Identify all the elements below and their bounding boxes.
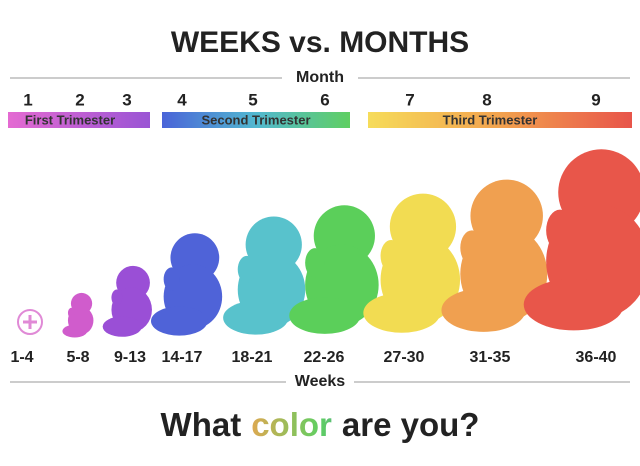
- fetus: [102, 265, 152, 337]
- trimester-bar: [162, 112, 350, 128]
- fetus: [523, 149, 640, 331]
- month: 8: [482, 90, 491, 109]
- week-range: 5-8: [66, 349, 89, 366]
- question-highlight: color: [251, 406, 332, 443]
- month: 1: [23, 90, 32, 109]
- week-range: 31-35: [470, 349, 511, 366]
- trimester-label: Third Trimester: [443, 112, 538, 127]
- month: 7: [405, 90, 414, 109]
- week-range: 14-17: [162, 349, 203, 366]
- month: 5: [248, 90, 257, 109]
- week-range: 27-30: [384, 349, 425, 366]
- trimester-label: First Trimester: [25, 112, 115, 127]
- week-range: 18-21: [232, 349, 273, 366]
- question: What color are you?: [161, 406, 480, 443]
- month: 9: [591, 90, 600, 109]
- question-text: What: [161, 406, 242, 443]
- week-range: 36-40: [576, 349, 617, 366]
- fetus: [62, 292, 94, 338]
- week-axis-label: Weeks: [295, 373, 346, 390]
- trimester-bar: [368, 112, 632, 128]
- trimester-label: Second Trimester: [201, 112, 310, 127]
- week-range: 9-13: [114, 349, 146, 366]
- month: 6: [320, 90, 329, 109]
- title: WEEKS vs. MONTHS: [171, 26, 469, 59]
- week-range: 22-26: [304, 349, 345, 366]
- month: 3: [122, 90, 131, 109]
- month: 4: [177, 90, 187, 109]
- month: 2: [75, 90, 84, 109]
- week-range: 1-4: [10, 349, 33, 366]
- month-axis-label: Month: [296, 69, 344, 86]
- embryo: [23, 315, 37, 329]
- question-text: are you?: [342, 406, 480, 443]
- fetus: [150, 233, 223, 336]
- trimester-bar: [8, 112, 150, 128]
